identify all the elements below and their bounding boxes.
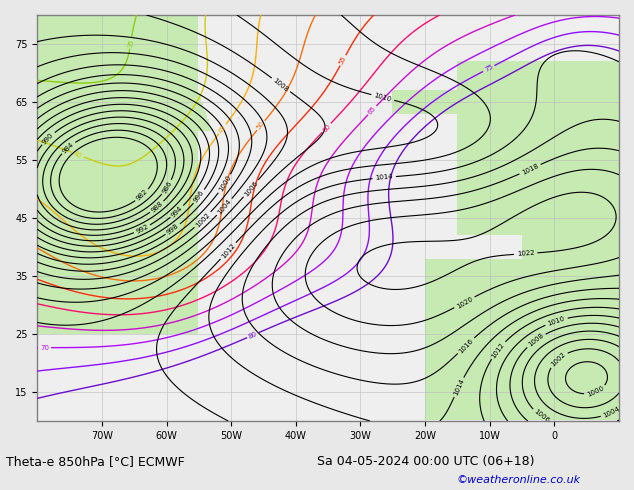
Text: 1022: 1022 xyxy=(517,250,534,257)
Text: 1020: 1020 xyxy=(455,295,474,309)
Text: 982: 982 xyxy=(135,189,149,202)
Text: 60: 60 xyxy=(321,122,332,133)
Text: 1010: 1010 xyxy=(373,92,392,103)
Text: 40: 40 xyxy=(73,150,83,159)
Text: Theta-e 850hPa [°C] ECMWF: Theta-e 850hPa [°C] ECMWF xyxy=(6,455,185,468)
Text: 1012: 1012 xyxy=(490,341,506,359)
Text: 70: 70 xyxy=(40,344,49,351)
Text: 990: 990 xyxy=(41,131,55,145)
Text: 65: 65 xyxy=(367,105,377,116)
Text: Sa 04-05-2024 00:00 UTC (06+18): Sa 04-05-2024 00:00 UTC (06+18) xyxy=(317,455,534,468)
Text: 1002: 1002 xyxy=(550,351,567,368)
Text: 1014: 1014 xyxy=(375,173,394,181)
Text: 50: 50 xyxy=(256,120,266,131)
Text: 994: 994 xyxy=(170,205,184,219)
Text: 1006: 1006 xyxy=(533,409,551,424)
Text: 1000: 1000 xyxy=(217,174,232,193)
Text: 55: 55 xyxy=(339,55,347,66)
Text: 1016: 1016 xyxy=(458,337,474,354)
Text: 45: 45 xyxy=(217,123,228,134)
Text: 1004: 1004 xyxy=(216,198,233,216)
Text: 1010: 1010 xyxy=(547,316,566,327)
Text: 1014: 1014 xyxy=(453,378,465,396)
Text: 996: 996 xyxy=(193,189,205,204)
Text: 1000: 1000 xyxy=(586,386,605,398)
Text: 1008: 1008 xyxy=(527,332,545,348)
Text: 80: 80 xyxy=(248,330,259,340)
Text: 1002: 1002 xyxy=(195,211,211,228)
Text: 988: 988 xyxy=(150,200,164,214)
Text: 1006: 1006 xyxy=(243,179,259,197)
Text: 35: 35 xyxy=(127,38,134,48)
Text: 998: 998 xyxy=(165,223,180,236)
Text: 1004: 1004 xyxy=(602,406,621,419)
Text: 1012: 1012 xyxy=(220,242,236,260)
Text: 992: 992 xyxy=(135,223,150,235)
Text: ©weatheronline.co.uk: ©weatheronline.co.uk xyxy=(456,475,581,485)
Text: 986: 986 xyxy=(161,180,173,195)
Text: 75: 75 xyxy=(484,64,494,74)
Text: 1008: 1008 xyxy=(272,77,290,93)
Text: 1018: 1018 xyxy=(521,163,540,176)
Text: 984: 984 xyxy=(61,141,75,154)
